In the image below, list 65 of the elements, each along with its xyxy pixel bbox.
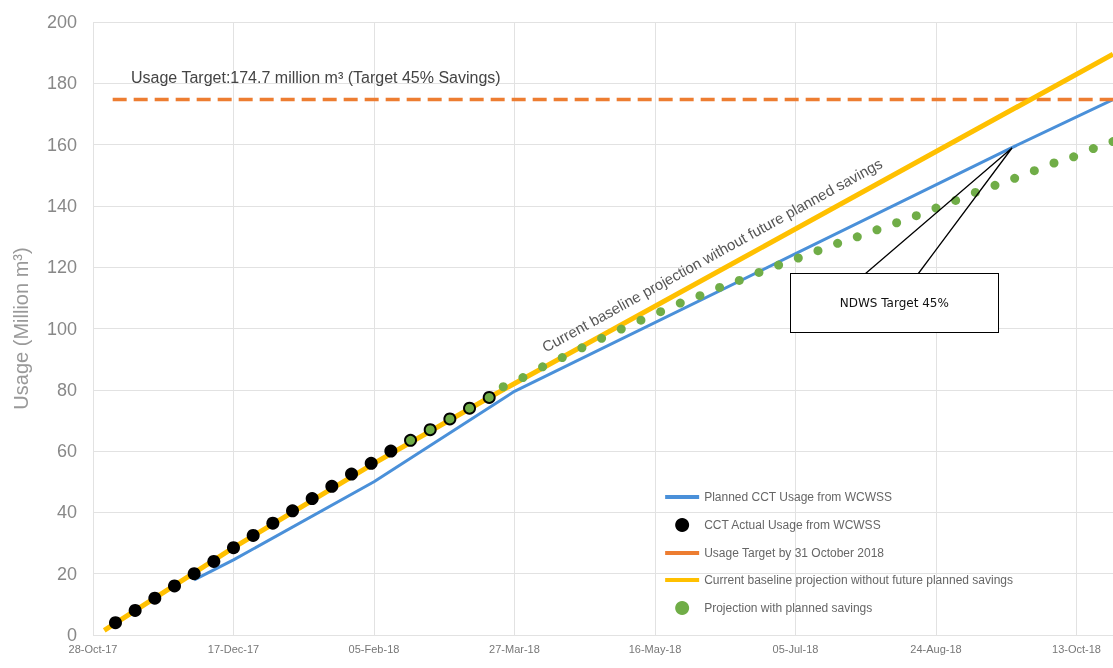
point (345, 467, 359, 481)
point (286, 504, 299, 518)
legend-label: Planned CCT Usage from WCWSS (704, 490, 892, 504)
x-tick-label: 05-Jul-18 (772, 642, 819, 655)
y-tick-label: 20 (56, 563, 77, 584)
x-tick-label: 13-Oct-18 (1052, 642, 1101, 655)
point (892, 218, 902, 228)
point (168, 579, 181, 593)
point (872, 225, 882, 235)
point (990, 180, 1000, 190)
point (207, 554, 221, 568)
y-tick-label: 120 (46, 257, 77, 278)
point (557, 353, 567, 363)
annotation: NDWS Target 45% (789, 272, 999, 333)
point (246, 528, 260, 542)
point (227, 541, 240, 555)
point (911, 211, 921, 221)
point (148, 591, 162, 605)
point (715, 282, 725, 292)
point (305, 492, 319, 506)
point (734, 275, 744, 285)
y-axis-title: Usage (Million m³) (10, 247, 32, 410)
y-tick-label: 40 (56, 502, 77, 523)
point (108, 616, 122, 630)
legend-label: CCT Actual Usage from WCWSS (704, 518, 881, 532)
x-tick-label: 27-Mar-18 (489, 642, 540, 655)
point (187, 567, 201, 581)
x-tick-label: 16-May-18 (628, 642, 682, 655)
point (518, 373, 528, 383)
point (498, 382, 508, 392)
point (852, 232, 862, 242)
point (266, 516, 280, 530)
point (597, 333, 607, 343)
x-tick-label: 05-Feb-18 (348, 642, 400, 655)
annotation: Usage Target:174.7 million m³ (Target 45% Savings) (131, 68, 501, 86)
legend-label: Current baseline projection without future planned savings (704, 573, 1014, 587)
point (325, 479, 339, 493)
x-tick-label: 24-Aug-18 (910, 642, 962, 655)
y-tick-label: 80 (56, 379, 77, 400)
legend-label: Usage Target by 31 October 2018 (704, 546, 885, 560)
point (1010, 173, 1020, 183)
point (1088, 144, 1098, 154)
point (793, 253, 803, 263)
y-tick-label: 100 (46, 318, 77, 339)
point (1069, 152, 1079, 162)
y-tick-label: 180 (46, 73, 77, 94)
point (656, 307, 666, 317)
point (833, 238, 843, 248)
point (364, 456, 378, 470)
y-tick-label: 200 (46, 12, 77, 32)
y-tick-label: 140 (46, 195, 77, 216)
point (1029, 166, 1039, 176)
y-tick-label: 60 (56, 441, 77, 462)
point (813, 246, 823, 256)
point (128, 603, 142, 617)
y-tick-label: 0 (66, 625, 77, 645)
x-tick-label: 28-Oct-17 (68, 642, 118, 655)
point (538, 362, 548, 372)
x-tick-label: 17-Dec-17 (207, 642, 260, 655)
legend-label: Projection with planned savings (704, 601, 873, 615)
point (774, 260, 784, 270)
point (1049, 158, 1059, 168)
y-tick-label: 160 (46, 134, 77, 155)
point (384, 444, 398, 458)
point (754, 267, 764, 277)
